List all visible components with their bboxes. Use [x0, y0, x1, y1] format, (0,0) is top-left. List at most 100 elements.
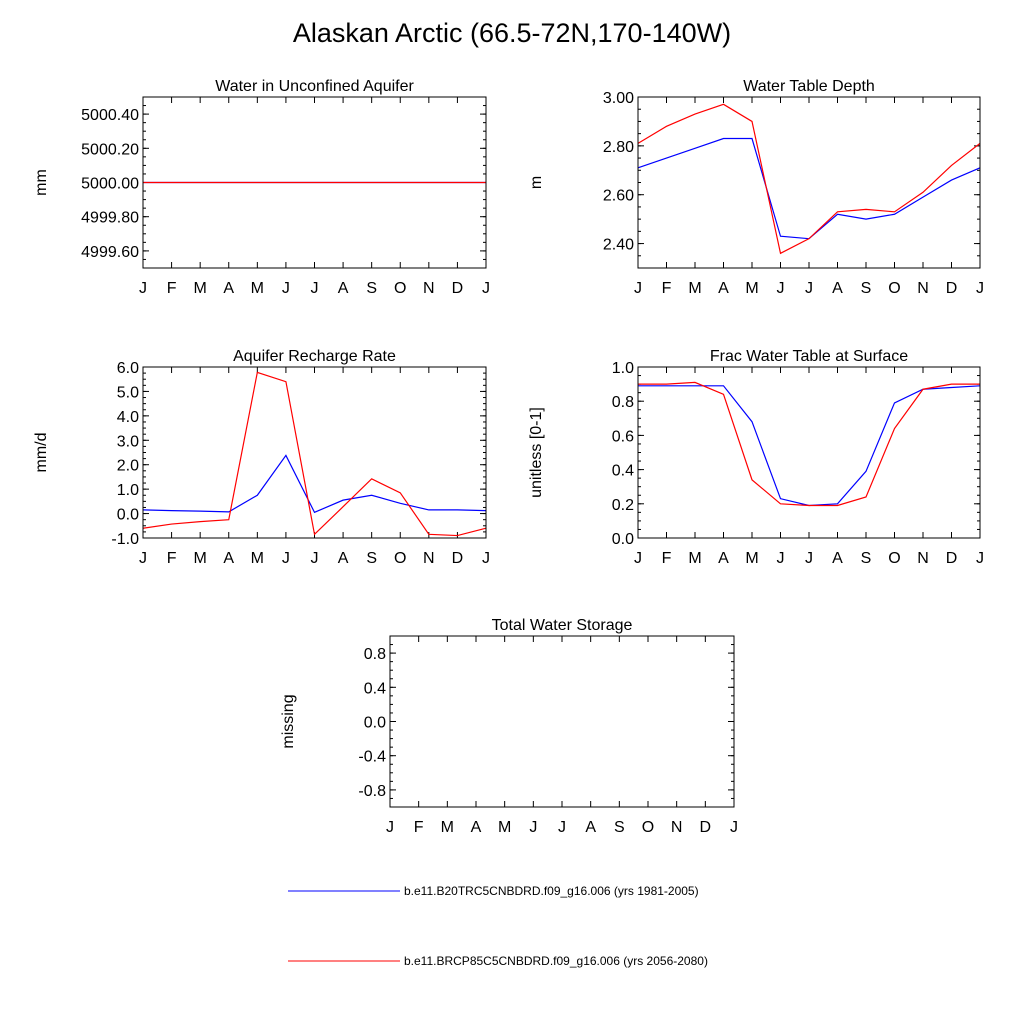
- series-line-1: [142, 454, 487, 514]
- x-tick-label: F: [167, 280, 177, 297]
- y-tick-label: 0.6: [612, 428, 634, 445]
- x-tick-label: M: [745, 280, 758, 297]
- legend: b.e11.B20TRC5CNBDRD.f09_g16.006 (yrs 198…: [288, 884, 708, 968]
- y-axis-label: mm: [33, 169, 50, 196]
- x-tick-label: A: [832, 280, 843, 297]
- panel-title: Total Water Storage: [492, 617, 633, 634]
- y-tick-label: 1.0: [612, 360, 634, 377]
- x-tick-label: J: [730, 819, 738, 836]
- x-tick-label: A: [832, 550, 843, 567]
- y-tick-label: -0.4: [358, 749, 386, 766]
- y-axis-label: mm/d: [33, 433, 50, 473]
- x-tick-label: S: [861, 550, 872, 567]
- x-tick-label: D: [452, 280, 464, 297]
- y-tick-label: -1.0: [111, 531, 139, 548]
- x-tick-label: N: [917, 550, 929, 567]
- y-tick-label: 4.0: [117, 409, 139, 426]
- x-tick-label: A: [585, 819, 596, 836]
- x-tick-label: A: [718, 550, 729, 567]
- x-tick-label: J: [139, 550, 147, 567]
- x-tick-label: D: [700, 819, 712, 836]
- series-line-2: [142, 371, 487, 537]
- x-tick-label: O: [394, 280, 406, 297]
- panel-title: Water in Unconfined Aquifer: [215, 78, 414, 95]
- x-tick-label: J: [311, 280, 319, 297]
- x-tick-label: M: [498, 819, 511, 836]
- x-tick-label: F: [414, 819, 424, 836]
- x-tick-label: A: [223, 550, 234, 567]
- plot-frame: [142, 366, 487, 539]
- x-tick-label: M: [441, 819, 454, 836]
- y-tick-label: 0.8: [612, 394, 634, 411]
- x-tick-label: J: [282, 280, 290, 297]
- plot-frame: [637, 366, 981, 539]
- x-tick-label: J: [386, 819, 394, 836]
- y-tick-label: 0.0: [612, 531, 634, 548]
- x-tick-label: S: [366, 280, 377, 297]
- y-tick-label: 0.0: [117, 507, 139, 524]
- x-tick-label: J: [482, 550, 490, 567]
- legend-label-1: b.e11.B20TRC5CNBDRD.f09_g16.006 (yrs 198…: [404, 884, 699, 898]
- y-tick-label: 0.4: [612, 463, 634, 480]
- x-tick-label: D: [946, 550, 958, 567]
- y-tick-label: 5000.20: [81, 141, 139, 158]
- y-tick-label: 0.4: [364, 680, 386, 697]
- x-tick-label: D: [452, 550, 464, 567]
- y-tick-label: 5000.40: [81, 107, 139, 124]
- x-tick-label: J: [482, 280, 490, 297]
- y-tick-label: 5000.00: [81, 176, 139, 193]
- y-tick-label: 0.2: [612, 497, 634, 514]
- y-tick-label: 4999.80: [81, 210, 139, 227]
- x-tick-label: M: [251, 550, 264, 567]
- panel-title: Aquifer Recharge Rate: [233, 348, 396, 365]
- x-tick-label: J: [634, 280, 642, 297]
- y-tick-label: 2.40: [603, 237, 634, 254]
- x-tick-label: O: [642, 819, 654, 836]
- main-title: Alaskan Arctic (66.5-72N,170-140W): [292, 18, 732, 48]
- x-tick-label: F: [662, 280, 672, 297]
- x-tick-label: J: [805, 280, 813, 297]
- y-tick-label: 2.0: [117, 458, 139, 475]
- y-axis-label: m: [528, 176, 545, 189]
- panel-4: Frac Water Table at Surface unitless [0-1…: [528, 348, 984, 567]
- x-tick-label: O: [888, 280, 900, 297]
- plot-frame: [637, 96, 981, 269]
- y-tick-label: 3.0: [117, 433, 139, 450]
- series-line-2: [637, 103, 981, 255]
- legend-label-2: b.e11.BRCP85C5CNBDRD.f09_g16.006 (yrs 20…: [404, 954, 708, 968]
- y-axis-label: missing: [280, 694, 297, 748]
- x-tick-label: M: [688, 550, 701, 567]
- x-tick-label: J: [558, 819, 566, 836]
- y-axis-label: unitless [0-1]: [528, 407, 545, 498]
- x-tick-label: S: [366, 550, 377, 567]
- x-tick-label: J: [976, 280, 984, 297]
- y-tick-label: 6.0: [117, 360, 139, 377]
- series-line-1: [637, 137, 981, 240]
- y-tick-label: 2.80: [603, 139, 634, 156]
- x-tick-label: S: [861, 280, 872, 297]
- series-line-1: [638, 385, 981, 507]
- x-tick-label: J: [805, 550, 813, 567]
- x-tick-label: A: [718, 280, 729, 297]
- x-tick-label: J: [282, 550, 290, 567]
- x-tick-label: J: [529, 819, 537, 836]
- x-tick-label: J: [139, 280, 147, 297]
- x-tick-label: O: [394, 550, 406, 567]
- x-tick-label: N: [423, 280, 435, 297]
- panel-title: Water Table Depth: [743, 78, 875, 95]
- y-tick-label: 0.8: [364, 646, 386, 663]
- x-tick-label: D: [946, 280, 958, 297]
- x-tick-label: J: [777, 550, 785, 567]
- x-tick-label: J: [976, 550, 984, 567]
- plot-frame: [142, 96, 487, 269]
- x-tick-label: F: [662, 550, 672, 567]
- x-tick-label: J: [634, 550, 642, 567]
- x-tick-label: S: [614, 819, 625, 836]
- y-tick-label: -0.8: [358, 783, 386, 800]
- y-tick-label: 3.00: [603, 90, 634, 107]
- y-tick-label: 4999.60: [81, 244, 139, 261]
